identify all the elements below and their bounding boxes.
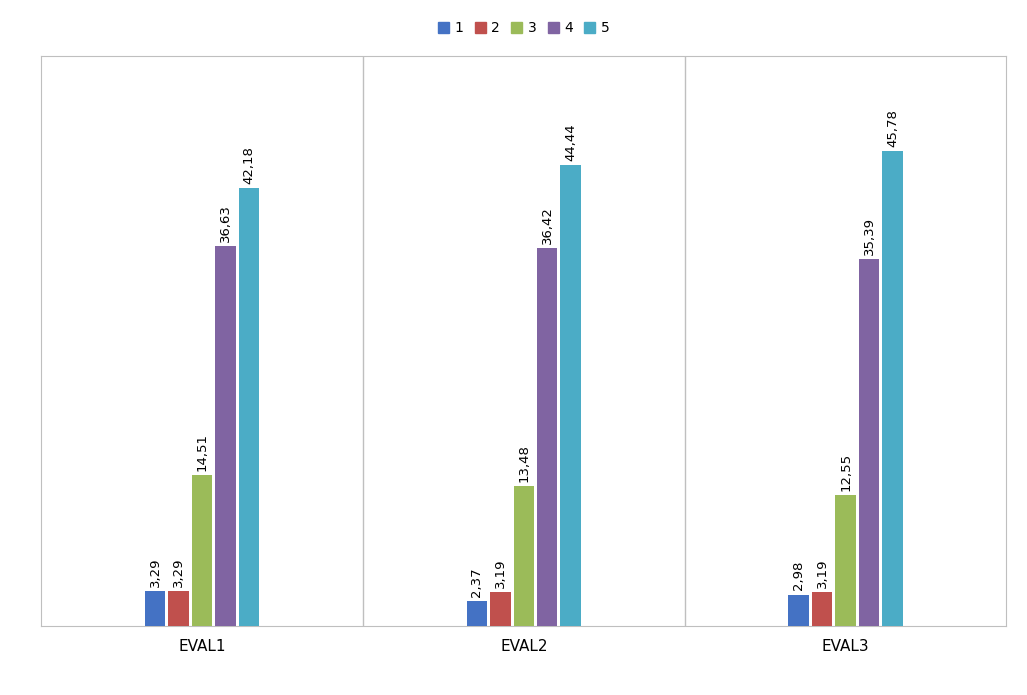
Text: 36,63: 36,63 [219,204,232,242]
Text: 44,44: 44,44 [564,123,577,161]
Text: 3,29: 3,29 [149,558,161,587]
Bar [514,486,534,626]
Text: 45,78: 45,78 [886,109,899,147]
Bar [238,188,259,626]
Bar [490,592,510,626]
Text: 42,18: 42,18 [242,147,256,184]
Text: 3,19: 3,19 [494,559,507,588]
Bar [168,591,189,626]
Bar [466,601,487,626]
Bar [216,246,235,626]
Text: 35,39: 35,39 [863,217,875,254]
Bar [537,248,558,626]
Text: 3,19: 3,19 [815,559,829,588]
Bar [192,475,213,626]
Bar [561,165,581,626]
Bar [789,595,809,626]
Bar [835,496,855,626]
Bar [145,591,165,626]
Text: 12,55: 12,55 [839,453,852,491]
Text: 3,29: 3,29 [173,558,185,587]
Bar [812,592,832,626]
Bar [859,259,879,626]
Text: 36,42: 36,42 [540,206,554,244]
Text: 14,51: 14,51 [195,433,208,471]
Legend: 1, 2, 3, 4, 5: 1, 2, 3, 4, 5 [433,17,614,40]
Text: 2,98: 2,98 [792,561,805,591]
Text: 2,37: 2,37 [470,567,484,597]
Bar [882,151,903,626]
Text: 13,48: 13,48 [518,444,530,482]
